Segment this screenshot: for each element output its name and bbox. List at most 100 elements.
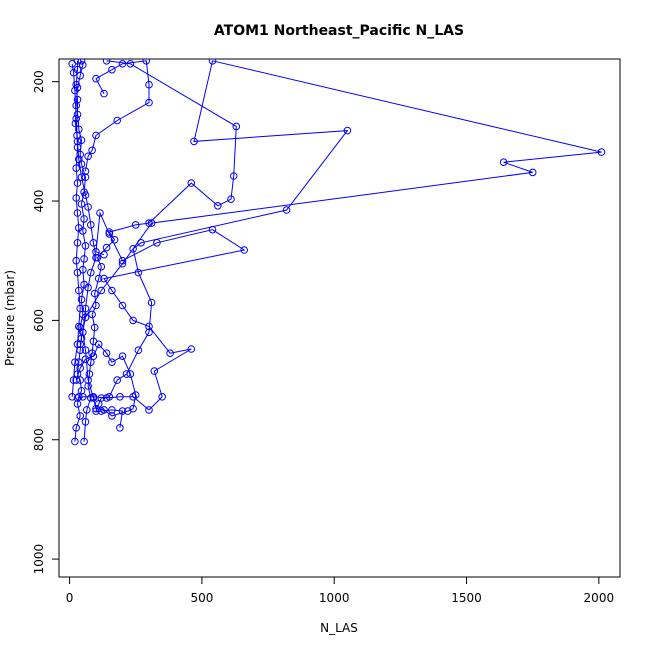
data-point (142, 59, 151, 65)
data-point (73, 131, 81, 140)
data-point (214, 202, 222, 210)
data-point (499, 158, 508, 166)
data-point (77, 295, 86, 304)
data-point (131, 391, 140, 399)
series-line-1 (74, 60, 87, 442)
data-point (68, 393, 76, 401)
data-point (73, 400, 82, 408)
x-axis: 0 500 1000 1500 2000 (66, 577, 614, 605)
data-point (147, 219, 156, 227)
data-point (108, 286, 116, 295)
data-point (73, 143, 82, 152)
data-point (84, 382, 92, 390)
x-tick-label: 2000 (584, 591, 615, 605)
data-point (229, 172, 238, 180)
data-point (72, 194, 80, 202)
data-point (105, 230, 114, 238)
data-point (81, 304, 90, 313)
data-point (116, 424, 124, 432)
data-point (122, 370, 131, 378)
data-point (597, 148, 606, 156)
data-point (73, 268, 82, 277)
data-point (116, 393, 124, 401)
data-point (72, 424, 80, 432)
data-point (126, 370, 135, 378)
data-point (84, 152, 92, 161)
data-point (158, 393, 166, 401)
data-point (76, 304, 84, 313)
data-point (92, 404, 100, 413)
data-point (71, 358, 79, 367)
data-point (108, 412, 116, 420)
data-point (71, 437, 79, 446)
data-point (80, 255, 88, 263)
data-point (100, 406, 108, 414)
data-point (73, 239, 82, 247)
data-point (113, 376, 121, 384)
data-point (87, 221, 95, 229)
data-point (72, 256, 80, 265)
data-point (528, 168, 537, 177)
data-point (84, 203, 92, 211)
data-point (102, 243, 111, 252)
series-line-4 (77, 211, 246, 411)
data-point (80, 215, 88, 223)
data-point (73, 110, 82, 119)
data-point (89, 394, 98, 402)
data-point (166, 349, 174, 358)
data-point (118, 256, 127, 265)
x-tick-label: 500 (190, 591, 213, 605)
data-point (89, 239, 98, 247)
series-line-3 (79, 60, 602, 428)
data-point (126, 60, 135, 68)
data-point (187, 345, 196, 353)
data-point (75, 286, 83, 295)
data-point (96, 209, 104, 217)
data-point (108, 358, 116, 367)
data-point (113, 116, 121, 125)
data-point (72, 101, 80, 110)
data-point (100, 89, 108, 98)
data-point (190, 137, 198, 146)
data-point (81, 242, 90, 250)
data-point (227, 195, 235, 203)
data-point (137, 239, 145, 247)
data-point (71, 119, 80, 128)
data-point (81, 173, 90, 181)
data-point (145, 80, 153, 89)
data-point (153, 239, 161, 247)
x-axis-label: N_LAS (320, 621, 358, 635)
data-point (92, 131, 100, 140)
data-point (110, 236, 119, 244)
data-point (81, 346, 90, 355)
data-point (81, 191, 90, 199)
data-point (118, 60, 127, 68)
data-point (100, 274, 108, 283)
data-point (92, 74, 100, 83)
data-point (97, 286, 106, 295)
data-point (81, 313, 90, 322)
data-point (72, 376, 80, 384)
data-point (108, 65, 116, 74)
data-point (76, 71, 84, 80)
x-tick-label: 1500 (451, 591, 482, 605)
data-point (102, 349, 111, 358)
data-point (68, 60, 76, 68)
y-axis: 200 400 600 800 1000 (32, 70, 59, 574)
data-point (79, 328, 87, 337)
y-tick-label: 400 (32, 190, 46, 213)
data-point (84, 376, 92, 384)
data-point (90, 289, 99, 298)
data-point (69, 376, 78, 384)
data-point (282, 206, 291, 214)
data-point (75, 155, 83, 164)
data-point (150, 367, 159, 375)
data-point (147, 298, 156, 307)
data-point (97, 262, 106, 271)
data-point (77, 200, 86, 208)
data-point (129, 316, 137, 325)
data-point (73, 209, 82, 217)
data-point (124, 407, 132, 415)
y-tick-label: 200 (32, 70, 46, 93)
data-point (87, 268, 95, 277)
